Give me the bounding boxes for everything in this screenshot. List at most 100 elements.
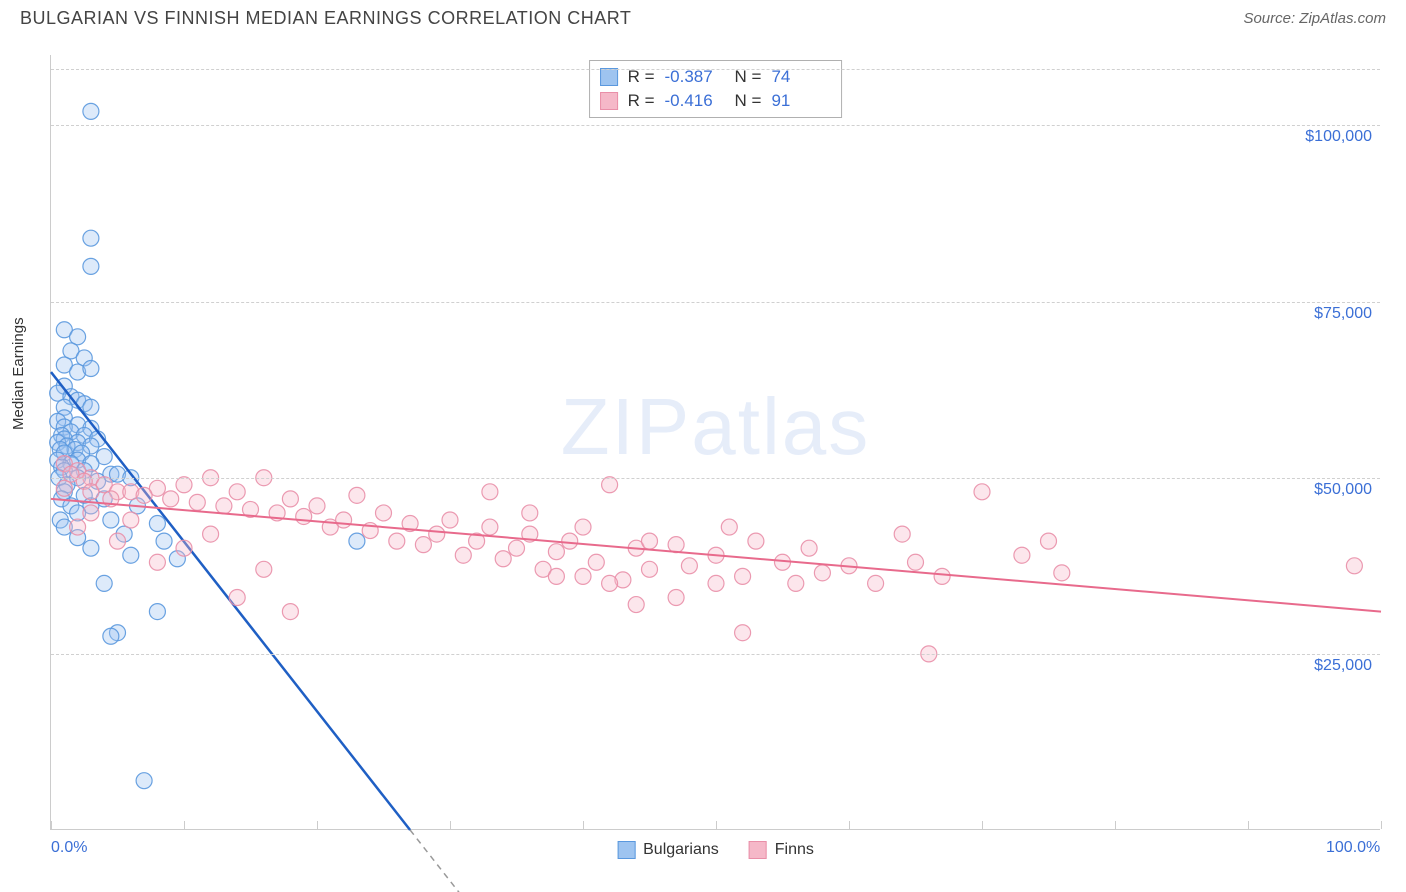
y-axis-label: Median Earnings [10,317,27,430]
data-point-finns [455,547,471,563]
data-point-finns [482,519,498,535]
data-point-finns [642,561,658,577]
data-point-bulgarians [83,540,99,556]
data-point-finns [415,537,431,553]
data-point-bulgarians [349,533,365,549]
data-point-finns [336,512,352,528]
data-point-bulgarians [96,575,112,591]
gridline-h [51,654,1380,655]
data-point-finns [868,575,884,591]
data-point-finns [309,498,325,514]
data-point-finns [282,491,298,507]
data-point-bulgarians [149,516,165,532]
data-point-finns [562,533,578,549]
stats-row-finns: R = -0.416 N = 91 [600,89,832,113]
x-tick [849,821,850,829]
data-point-finns [376,505,392,521]
x-tick [1248,821,1249,829]
data-point-finns [548,544,564,560]
x-tick [317,821,318,829]
data-point-finns [349,487,365,503]
data-point-finns [894,526,910,542]
data-point-finns [721,519,737,535]
swatch-bulgarians [600,68,618,86]
data-point-bulgarians [83,230,99,246]
data-point-finns [522,505,538,521]
data-point-finns [83,505,99,521]
data-point-bulgarians [103,628,119,644]
data-point-finns [588,554,604,570]
data-point-finns [1014,547,1030,563]
data-point-bulgarians [149,604,165,620]
data-point-finns [495,551,511,567]
data-point-finns [735,568,751,584]
data-point-finns [56,480,72,496]
data-point-finns [282,604,298,620]
data-point-finns [668,590,684,606]
gridline-h [51,478,1380,479]
data-point-finns [908,554,924,570]
data-point-finns [974,484,990,500]
data-point-finns [110,533,126,549]
x-tick [583,821,584,829]
data-point-bulgarians [156,533,172,549]
data-point-finns [123,512,139,528]
y-tick-label: $50,000 [1314,481,1372,499]
gridline-h [51,302,1380,303]
data-point-finns [442,512,458,528]
y-tick-label: $25,000 [1314,657,1372,675]
scatter-svg [51,55,1380,829]
legend: Bulgarians Finns [617,841,814,859]
n-value-finns: 91 [771,91,831,111]
data-point-finns [668,537,684,553]
data-point-finns [163,491,179,507]
trend-line-finns [51,499,1381,612]
swatch-finns [600,92,618,110]
data-point-finns [203,526,219,542]
legend-swatch-bulgarians [617,841,635,859]
data-point-finns [575,568,591,584]
data-point-finns [70,519,86,535]
data-point-finns [735,625,751,641]
data-point-finns [642,533,658,549]
data-point-bulgarians [83,361,99,377]
data-point-bulgarians [83,258,99,274]
x-tick [1381,821,1382,829]
data-point-finns [548,568,564,584]
data-point-finns [708,575,724,591]
data-point-finns [814,565,830,581]
x-tick [184,821,185,829]
data-point-finns [934,568,950,584]
data-point-finns [176,540,192,556]
x-tick [51,821,52,829]
x-tick [450,821,451,829]
data-point-finns [216,498,232,514]
x-tick [716,821,717,829]
data-point-finns [1054,565,1070,581]
chart-title: BULGARIAN VS FINNISH MEDIAN EARNINGS COR… [20,8,631,29]
data-point-finns [602,477,618,493]
data-point-finns [389,533,405,549]
x-tick-label: 0.0% [51,839,87,857]
legend-item-finns: Finns [749,841,814,859]
x-tick-label: 100.0% [1326,839,1380,857]
data-point-finns [256,561,272,577]
gridline-h [51,125,1380,126]
data-point-finns [429,526,445,542]
legend-swatch-finns [749,841,767,859]
x-tick [982,821,983,829]
data-point-finns [602,575,618,591]
data-point-finns [575,519,591,535]
data-point-finns [136,487,152,503]
y-tick-label: $100,000 [1305,128,1372,146]
x-tick [1115,821,1116,829]
data-point-finns [83,484,99,500]
r-value-finns: -0.416 [665,91,725,111]
data-point-finns [149,554,165,570]
data-point-bulgarians [83,399,99,415]
data-point-bulgarians [136,773,152,789]
data-point-finns [788,575,804,591]
data-point-finns [229,590,245,606]
data-point-finns [229,484,245,500]
data-point-finns [189,494,205,510]
